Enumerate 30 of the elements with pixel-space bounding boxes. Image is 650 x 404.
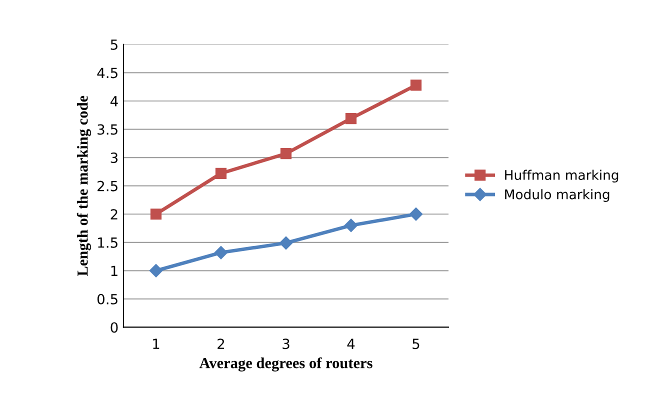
- y-tick-label: 5: [110, 40, 118, 50]
- x-axis-title: Average degrees of routers: [199, 357, 372, 372]
- x-tick-label: 5: [412, 338, 420, 350]
- y-tick-label: 0.5: [97, 294, 118, 304]
- legend-label: Huffman marking: [505, 170, 618, 183]
- legend-label: Modulo marking: [505, 189, 610, 202]
- y-tick-label: 4: [110, 96, 118, 106]
- y-tick-label: 3: [110, 152, 118, 164]
- x-tick-label: 3: [282, 338, 290, 350]
- point: [149, 264, 163, 278]
- point: [410, 80, 422, 91]
- y-tick-label: 2.5: [98, 180, 118, 192]
- y-tick-label: 3.5: [98, 124, 118, 135]
- y-axis-title: Length of the marking code: [76, 96, 91, 276]
- y-tick-label: 1: [111, 266, 118, 276]
- point: [345, 112, 357, 124]
- point: [279, 236, 293, 250]
- y-tick-label: 2: [110, 209, 118, 220]
- point: [280, 148, 292, 160]
- y-tick-label: 0: [110, 322, 118, 333]
- point: [150, 208, 162, 220]
- x-tick-label: 4: [347, 338, 355, 349]
- x-tick-label: 1: [153, 338, 160, 349]
- y-tick-label: 4.5: [97, 68, 118, 78]
- point: [409, 208, 423, 221]
- y-tick-label: 1.5: [98, 238, 118, 248]
- x-tick-label: 2: [218, 338, 224, 349]
- point: [214, 246, 228, 260]
- point: [215, 168, 227, 179]
- point: [344, 218, 358, 232]
